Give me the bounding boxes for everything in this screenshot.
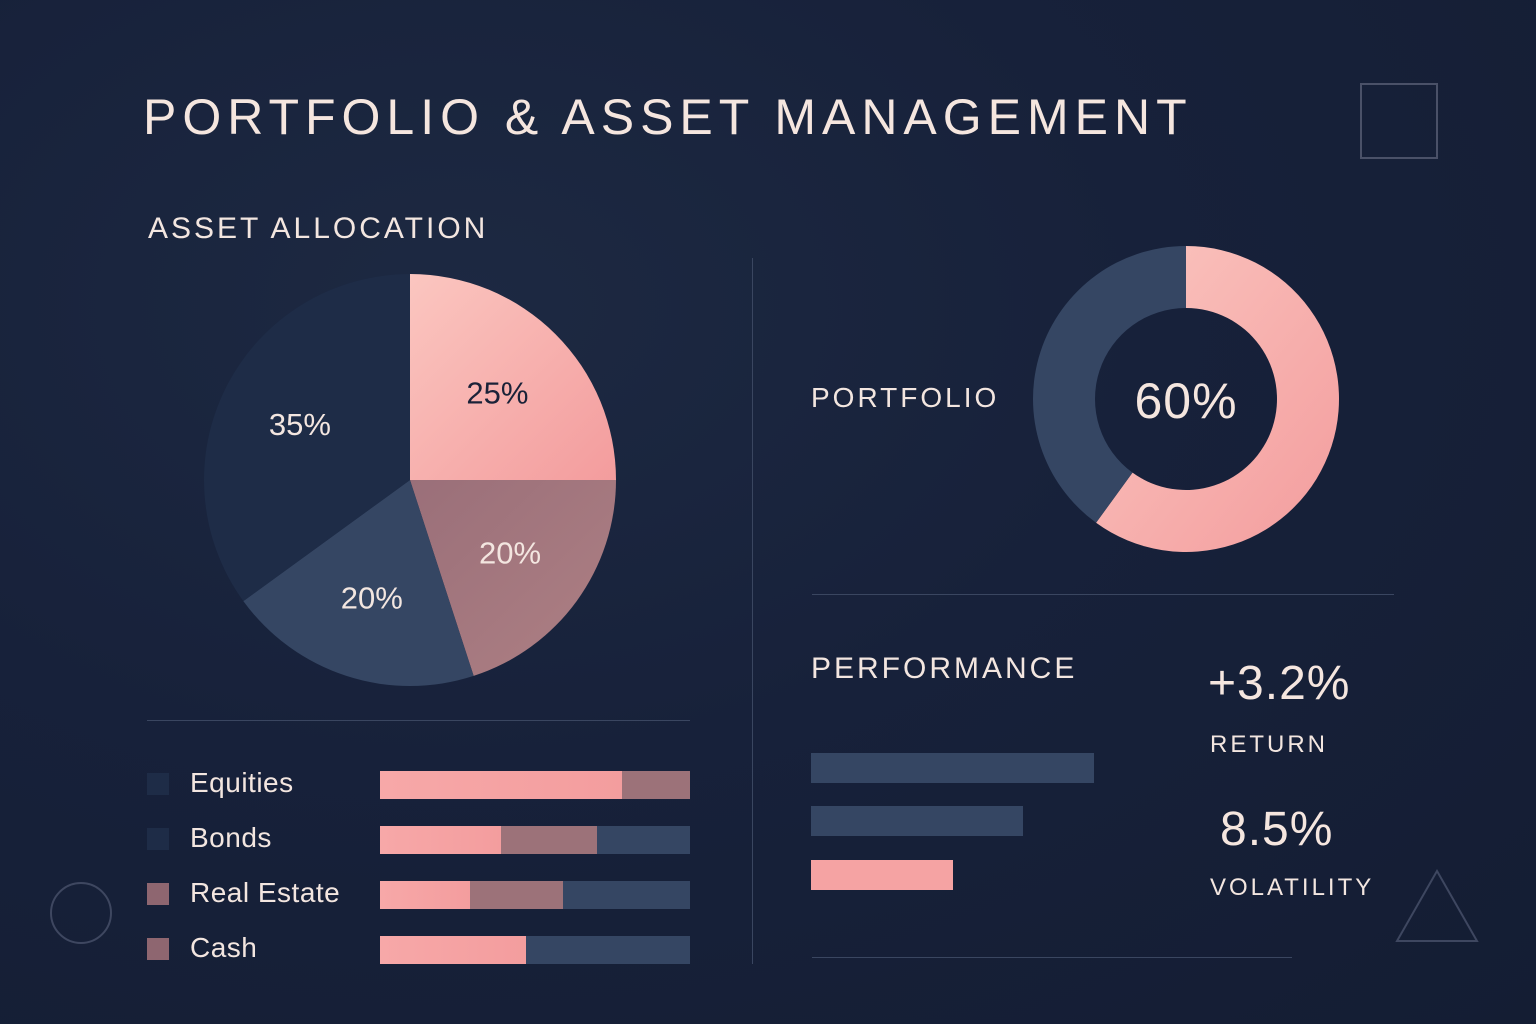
allocation-bar-segment	[621, 771, 690, 799]
legend-swatch	[147, 883, 169, 905]
allocation-bar-row	[380, 936, 690, 964]
portfolio-donut-chart	[1033, 246, 1339, 552]
performance-heading: PERFORMANCE	[811, 652, 1078, 685]
pie-slice-label-3: 35%	[269, 407, 331, 442]
allocation-bar-segment	[596, 826, 690, 854]
portfolio-center-value: 60%	[1134, 373, 1238, 429]
allocation-bar-row	[380, 881, 690, 909]
legend-label: Real Estate	[190, 877, 341, 908]
legend-label: Bonds	[190, 822, 272, 853]
performance-bar	[811, 860, 953, 890]
page-title: PORTFOLIO & ASSET MANAGEMENT	[143, 89, 1193, 145]
pie-slice-label-2: 20%	[341, 581, 403, 616]
pie-slice-0	[410, 274, 616, 480]
allocation-bar-segment	[380, 771, 622, 799]
circle-decoration-icon	[50, 882, 112, 944]
pie-slice-2	[243, 480, 474, 686]
legend-swatch	[147, 773, 169, 795]
allocation-bar-segment	[562, 881, 690, 909]
legend-label: Equities	[190, 767, 294, 798]
square-decoration-icon	[1360, 83, 1438, 159]
allocation-bar-segment	[525, 936, 690, 964]
performance-bar	[811, 806, 1024, 836]
allocation-bar-segment	[469, 881, 563, 909]
return-label: RETURN	[1210, 731, 1328, 758]
portfolio-heading: PORTFOLIO	[811, 382, 1000, 413]
allocation-bar-segment	[380, 826, 501, 854]
donut-slice-1	[1033, 246, 1186, 523]
volatility-label: VOLATILITY	[1210, 874, 1375, 901]
vertical-divider	[752, 258, 753, 964]
return-value: +3.2%	[1208, 657, 1351, 710]
allocation-bar-segment	[380, 881, 470, 909]
legend-label: Cash	[190, 932, 258, 963]
pie-slice-label-1: 20%	[479, 536, 541, 571]
allocation-bar-row	[380, 771, 690, 799]
pie-slice-label-0: 25%	[466, 376, 528, 411]
legend-swatch	[147, 828, 169, 850]
triangle-decoration-icon	[1395, 868, 1479, 942]
allocation-pie-chart: 25% 20% 20% 35%	[203, 274, 616, 686]
pie-slice-1	[410, 480, 616, 676]
performance-bar	[811, 753, 1094, 783]
allocation-divider	[147, 720, 690, 721]
allocation-bar-segment	[380, 936, 526, 964]
pie-slice-3	[203, 274, 410, 602]
donut-slice-0	[1096, 246, 1339, 552]
allocation-bar-segment	[500, 826, 597, 854]
portfolio-divider	[812, 594, 1394, 595]
legend-swatch	[147, 938, 169, 960]
volatility-value: 8.5%	[1220, 803, 1334, 856]
performance-bottom-divider	[812, 957, 1292, 958]
asset-allocation-heading: ASSET ALLOCATION	[148, 212, 489, 245]
allocation-bar-row	[380, 826, 690, 854]
